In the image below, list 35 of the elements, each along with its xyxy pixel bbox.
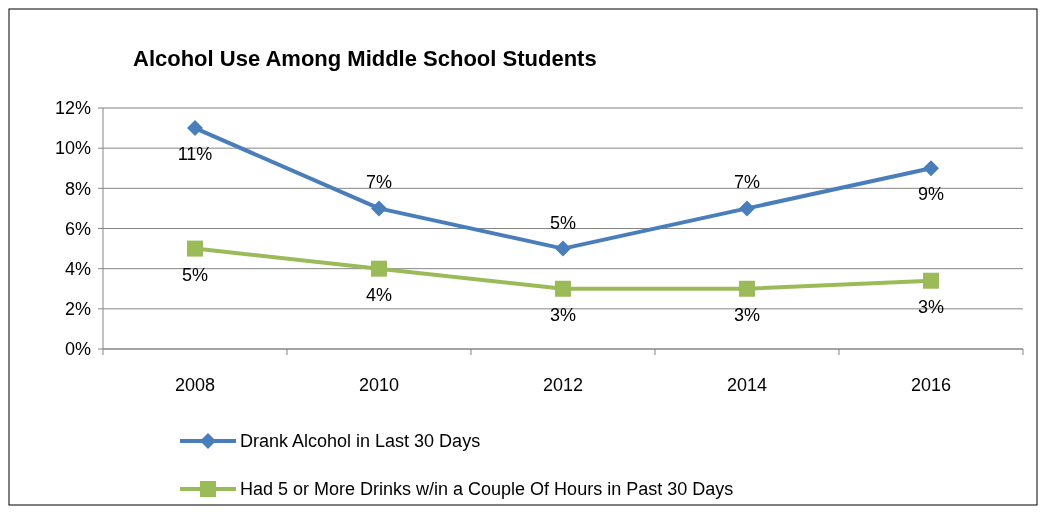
x-tick-label: 2012 (542, 375, 584, 395)
x-tick-label: 2010 (358, 375, 400, 395)
data-label: 5% (549, 212, 577, 233)
data-label: 5% (181, 264, 209, 285)
data-label: 11% (177, 144, 213, 165)
point (187, 240, 203, 257)
data-label: 7% (733, 172, 761, 193)
legend-label: Drank Alcohol in Last 30 Days (240, 431, 481, 452)
x-tick-label: 2014 (726, 375, 768, 395)
point (555, 280, 571, 297)
data-label: 3% (549, 304, 577, 325)
y-tick-label: 12% (54, 98, 91, 119)
point (371, 200, 387, 217)
y-tick-label: 10% (54, 138, 91, 159)
chart-title: Alcohol Use Among Middle School Students (133, 46, 597, 71)
point (371, 260, 387, 277)
point (739, 280, 755, 297)
legend-label: Had 5 or More Drinks w/in a Couple Of Hours in Past 30 Days (240, 479, 734, 500)
point (923, 160, 939, 177)
point (923, 272, 939, 289)
data-label: 3% (733, 304, 761, 325)
data-label: 3% (917, 296, 945, 317)
point (187, 120, 203, 137)
y-tick-label: 8% (64, 178, 91, 199)
x-tick-label: 2016 (910, 375, 952, 395)
y-tick-label: 2% (64, 299, 91, 320)
x-tick-label: 2008 (174, 375, 216, 395)
data-label: 4% (365, 284, 393, 305)
data-label: 9% (917, 184, 945, 205)
point (555, 240, 571, 257)
y-tick-label: 6% (64, 218, 91, 239)
y-tick-label: 0% (64, 339, 91, 360)
point (739, 200, 755, 217)
data-label: 7% (365, 172, 393, 193)
y-tick-label: 4% (64, 258, 91, 279)
